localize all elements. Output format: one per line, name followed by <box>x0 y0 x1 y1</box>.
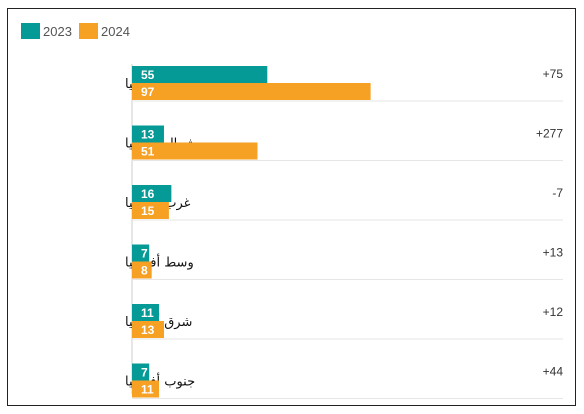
change-label: +75 <box>543 67 564 81</box>
bar-2024 <box>132 380 160 398</box>
bar-2024 <box>132 142 258 160</box>
bar-2023 <box>132 185 172 202</box>
legend-swatch-2023 <box>21 23 40 39</box>
bar-2023 <box>132 66 268 83</box>
change-label: +12 <box>543 305 564 319</box>
bar-2023 <box>132 244 150 262</box>
bar-2024 <box>132 202 169 219</box>
change-label: +277 <box>536 127 563 141</box>
bar-2024 <box>132 261 152 279</box>
change-label: +13 <box>543 246 564 260</box>
bar-2024 <box>132 83 371 100</box>
legend-label-2023: 2023 <box>43 24 72 39</box>
value-label-2024: 51 <box>141 145 155 159</box>
value-label-2023: 7 <box>141 247 148 261</box>
value-label-2023: 16 <box>141 187 155 201</box>
value-label-2024: 8 <box>141 264 148 278</box>
legend: 2023 2024 <box>21 23 130 39</box>
chart-frame: 2023 2024 أفريقيا+755597شمال أفريقيا+277… <box>7 8 576 406</box>
bar-2024 <box>132 321 164 338</box>
change-label: +44 <box>543 365 564 379</box>
legend-swatch-2024 <box>79 23 98 39</box>
bar-chart: 2023 2024 أفريقيا+755597شمال أفريقيا+277… <box>21 23 563 399</box>
value-label-2024: 97 <box>141 85 155 99</box>
value-label-2023: 13 <box>141 128 155 142</box>
change-label: -7 <box>552 186 563 200</box>
value-label-2023: 11 <box>141 306 154 320</box>
value-label-2024: 13 <box>141 323 155 337</box>
bar-2023 <box>132 125 164 143</box>
legend-label-2024: 2024 <box>101 24 130 39</box>
value-label-2024: 11 <box>141 383 154 397</box>
bar-2023 <box>132 304 160 321</box>
value-label-2023: 7 <box>141 366 148 380</box>
value-label-2024: 15 <box>141 204 155 218</box>
bar-2023 <box>132 363 150 381</box>
value-label-2023: 55 <box>141 68 155 82</box>
